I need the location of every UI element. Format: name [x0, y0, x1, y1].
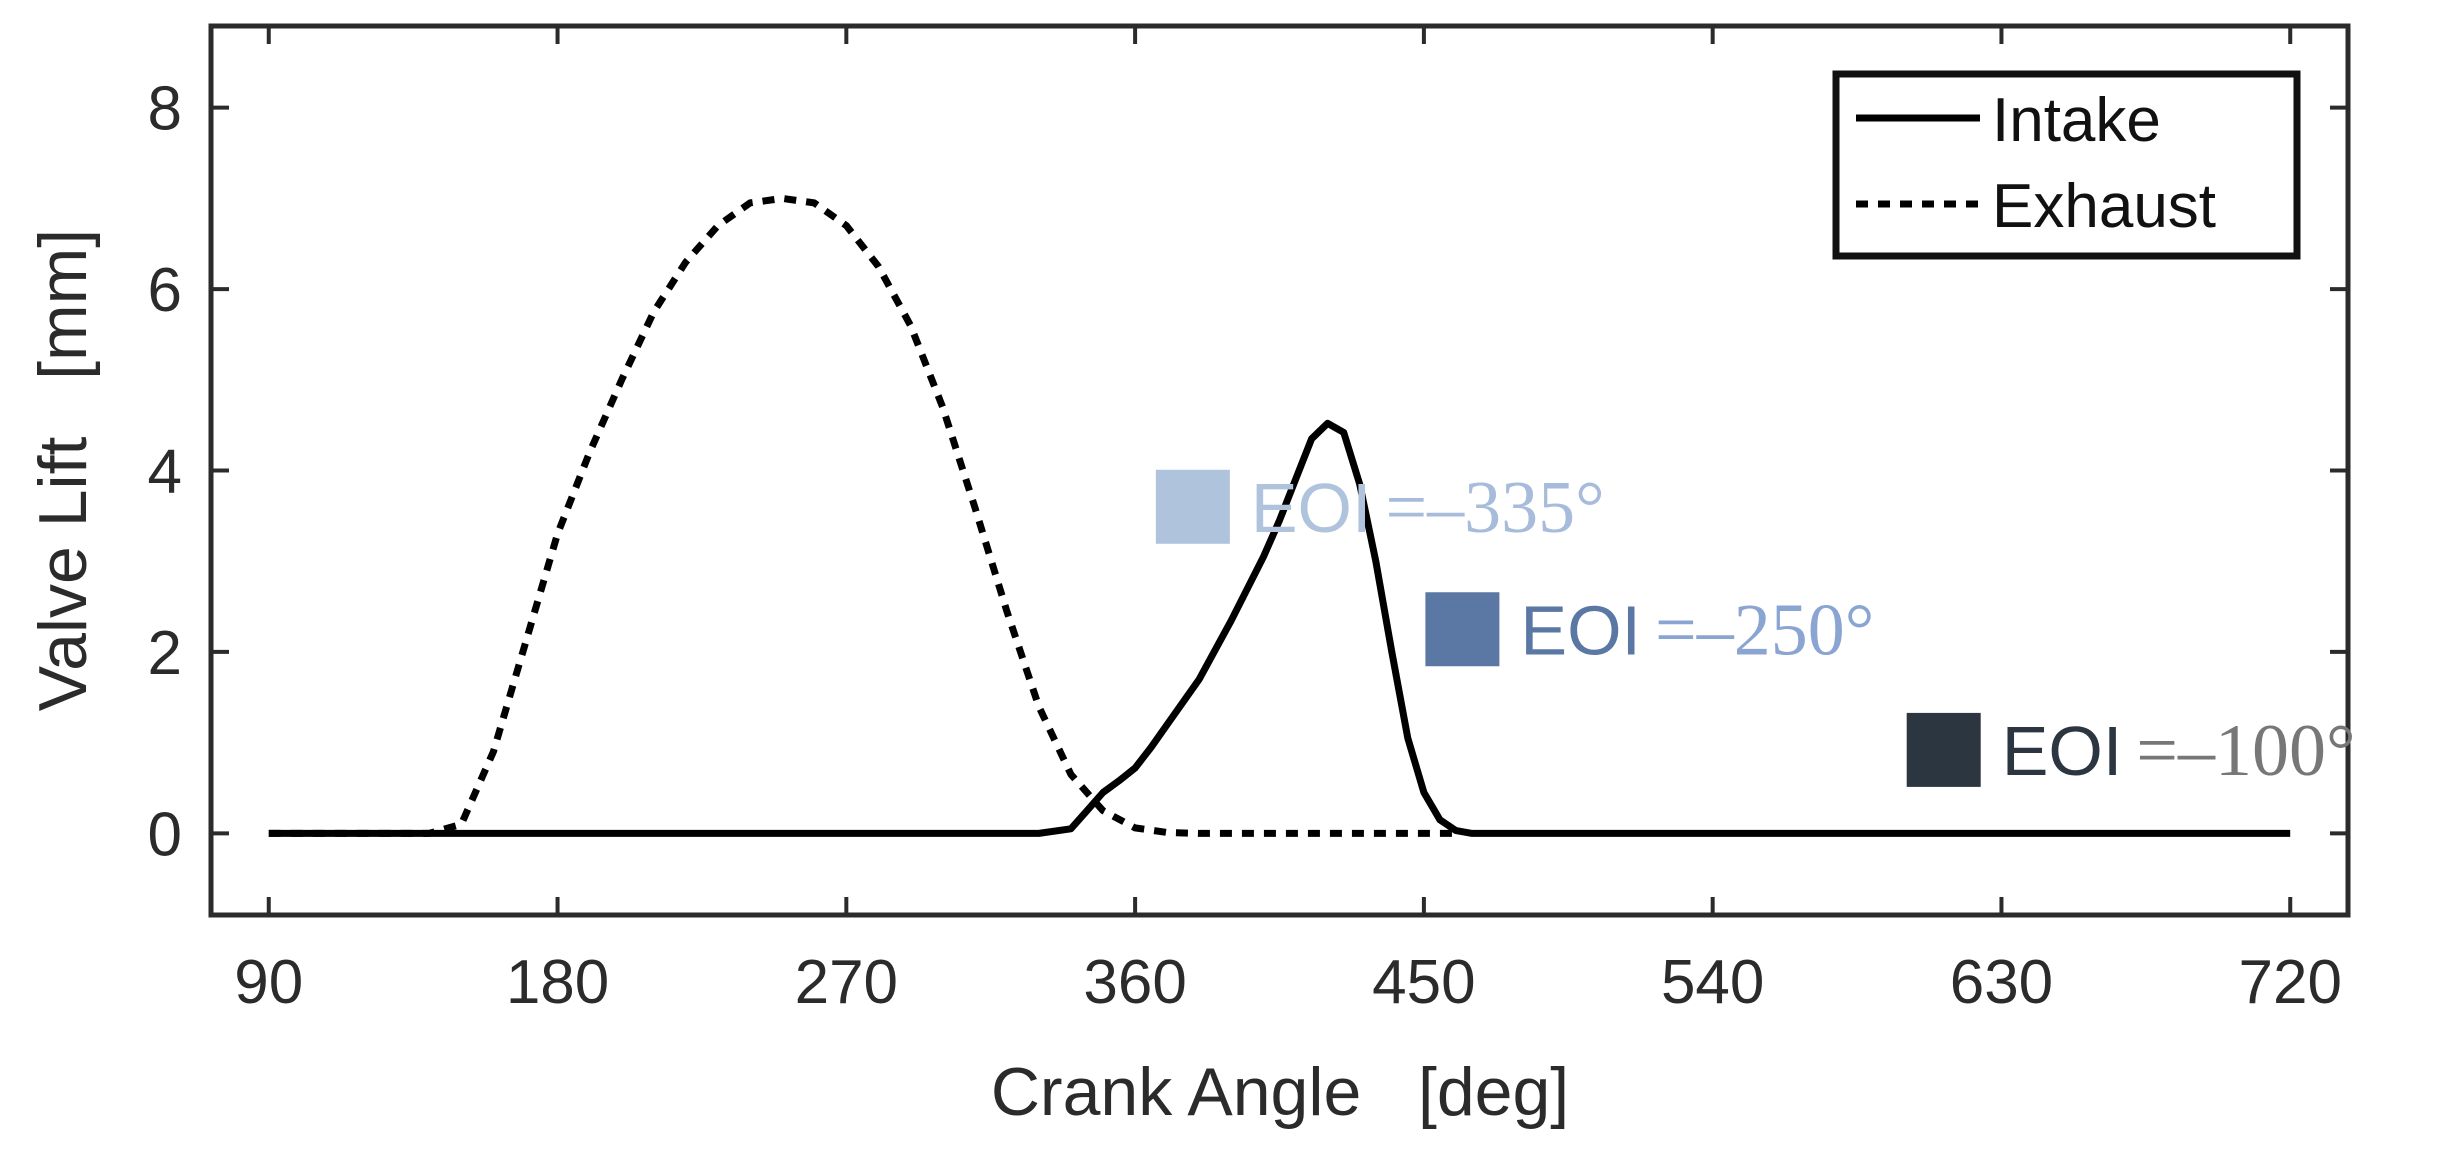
- x-tick-label: 720: [2239, 948, 2342, 1017]
- legend-box: [1832, 70, 2301, 260]
- x-tick-label: 450: [1372, 948, 1475, 1017]
- y-tick-label: 0: [148, 800, 182, 869]
- eoi-annotation-0: EOI =–335°: [1251, 467, 1605, 549]
- y-tick-label: 8: [148, 75, 182, 144]
- x-tick-label: 540: [1661, 948, 1764, 1017]
- series-layer: [268, 194, 2291, 837]
- series-line-exhaust: [268, 194, 1456, 837]
- legend: Intake Exhaust: [1832, 70, 2301, 260]
- tick-layer: 90 180 270 360 450 540 630 720 0 2 4 6 8: [148, 26, 2348, 1017]
- y-tick-label: 6: [148, 256, 182, 325]
- eoi-marker-2: [1906, 712, 1981, 787]
- x-tick-label: 180: [506, 948, 609, 1017]
- eoi-annotation-1: EOI =–250°: [1520, 589, 1874, 671]
- legend-label-exhaust: Exhaust: [1992, 172, 2216, 241]
- y-axis-title: Valve Lift [mm]: [25, 229, 101, 711]
- annotation-layer: EOI =–335° EOI =–250° EOI =–100°: [1155, 467, 2356, 792]
- x-tick-label: 630: [1950, 948, 2053, 1017]
- y-tick-label: 2: [148, 619, 182, 688]
- y-tick-label: 4: [148, 438, 182, 507]
- x-tick-label: 360: [1083, 948, 1186, 1017]
- legend-label-intake: Intake: [1992, 86, 2161, 155]
- eoi-annotation-2: EOI =–100°: [2002, 710, 2356, 792]
- x-tick-label: 270: [795, 948, 898, 1017]
- eoi-marker-1: [1425, 592, 1500, 667]
- x-tick-label: 90: [234, 948, 303, 1017]
- series-line-intake: [268, 419, 2291, 837]
- eoi-marker-0: [1155, 469, 1230, 544]
- x-axis-title: Crank Angle [deg]: [991, 1054, 1569, 1130]
